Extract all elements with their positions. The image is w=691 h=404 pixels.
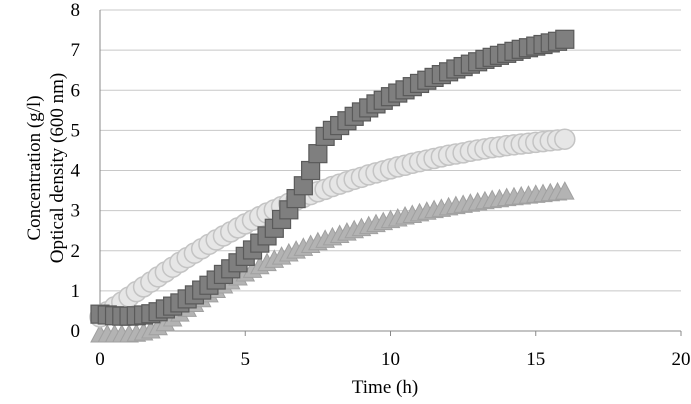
data-point-triangle <box>554 181 575 200</box>
x-tick-label-15: 15 <box>526 349 545 370</box>
y-tick-label-7: 7 <box>71 40 81 61</box>
x-axis-title: Time (h) <box>352 377 418 398</box>
data-point-square <box>555 29 575 49</box>
y-tick-label-6: 6 <box>71 80 81 101</box>
x-tick-label-10: 10 <box>381 349 400 370</box>
x-tick-label-5: 5 <box>241 349 251 370</box>
data-point-circle <box>554 128 576 150</box>
data-series <box>89 29 576 343</box>
y-tick-label-3: 3 <box>71 201 81 222</box>
tick-labels: 0 1 2 3 4 5 6 7 8 0 5 10 15 20 <box>71 0 691 370</box>
data-point-square <box>308 144 328 164</box>
series-square <box>90 29 575 326</box>
x-tick-label-0: 0 <box>95 349 105 370</box>
y-axis-title-line-2: Optical density (600 nm) <box>47 73 68 264</box>
x-tick-label-20: 20 <box>672 349 691 370</box>
axes <box>99 10 682 336</box>
series-triangle <box>90 181 575 343</box>
y-tick-label-2: 2 <box>71 241 81 262</box>
y-tick-label-5: 5 <box>71 120 81 141</box>
series-circle <box>89 128 576 328</box>
y-axis-title-line-1: Concentration (g/l) <box>24 95 45 240</box>
y-tick-label-1: 1 <box>71 281 81 302</box>
data-point-square <box>301 160 321 181</box>
y-tick-label-8: 8 <box>71 0 81 21</box>
y-tick-label-0: 0 <box>71 321 81 342</box>
y-tick-label-4: 4 <box>71 161 81 182</box>
